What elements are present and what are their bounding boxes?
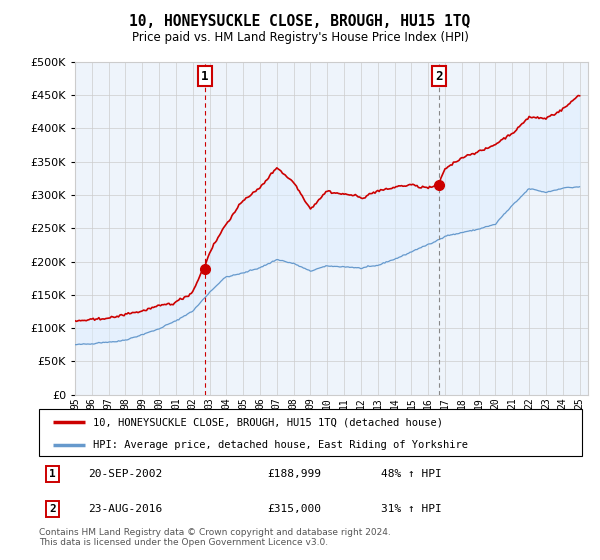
Text: 23-AUG-2016: 23-AUG-2016 bbox=[88, 504, 162, 514]
Text: Price paid vs. HM Land Registry's House Price Index (HPI): Price paid vs. HM Land Registry's House … bbox=[131, 31, 469, 44]
Text: 2: 2 bbox=[49, 504, 56, 514]
Text: £315,000: £315,000 bbox=[267, 504, 321, 514]
Text: HPI: Average price, detached house, East Riding of Yorkshire: HPI: Average price, detached house, East… bbox=[94, 440, 469, 450]
Text: 48% ↑ HPI: 48% ↑ HPI bbox=[381, 469, 442, 479]
Text: Contains HM Land Registry data © Crown copyright and database right 2024.
This d: Contains HM Land Registry data © Crown c… bbox=[39, 528, 391, 547]
Text: 10, HONEYSUCKLE CLOSE, BROUGH, HU15 1TQ: 10, HONEYSUCKLE CLOSE, BROUGH, HU15 1TQ bbox=[130, 14, 470, 29]
Text: 31% ↑ HPI: 31% ↑ HPI bbox=[381, 504, 442, 514]
Text: 2: 2 bbox=[435, 70, 443, 83]
Text: 10, HONEYSUCKLE CLOSE, BROUGH, HU15 1TQ (detached house): 10, HONEYSUCKLE CLOSE, BROUGH, HU15 1TQ … bbox=[94, 417, 443, 427]
Text: £188,999: £188,999 bbox=[267, 469, 321, 479]
Text: 1: 1 bbox=[201, 70, 209, 83]
Text: 20-SEP-2002: 20-SEP-2002 bbox=[88, 469, 162, 479]
Text: 1: 1 bbox=[49, 469, 56, 479]
